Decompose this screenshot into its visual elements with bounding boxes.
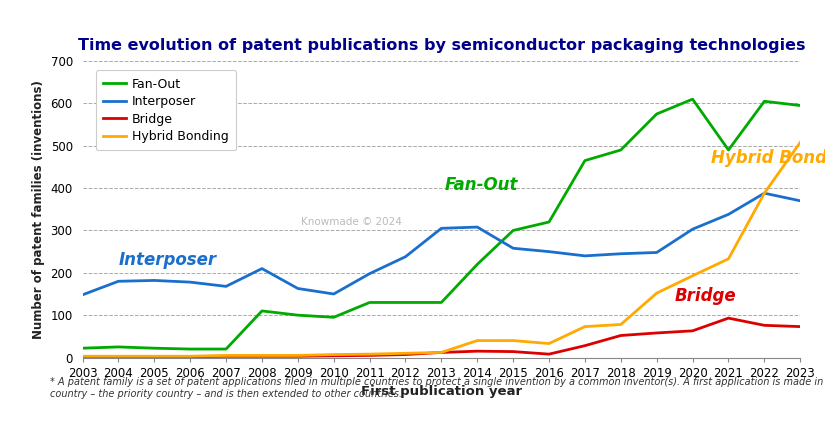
Text: Knowmade © 2024: Knowmade © 2024: [301, 217, 402, 227]
Title: Time evolution of patent publications by semiconductor packaging technologies: Time evolution of patent publications by…: [78, 38, 805, 53]
Y-axis label: Number of patent families (inventions): Number of patent families (inventions): [32, 80, 45, 339]
Legend: Fan-Out, Interposer, Bridge, Hybrid Bonding: Fan-Out, Interposer, Bridge, Hybrid Bond…: [96, 70, 237, 150]
Text: Hybrid Bonding: Hybrid Bonding: [710, 149, 825, 167]
X-axis label: First publication year: First publication year: [361, 385, 522, 398]
Text: Interposer: Interposer: [118, 251, 216, 269]
Text: Bridge: Bridge: [675, 286, 736, 305]
Text: * A patent family is a set of patent applications filed in multiple countries to: * A patent family is a set of patent app…: [50, 377, 825, 399]
Text: Fan-Out: Fan-Out: [445, 177, 518, 194]
